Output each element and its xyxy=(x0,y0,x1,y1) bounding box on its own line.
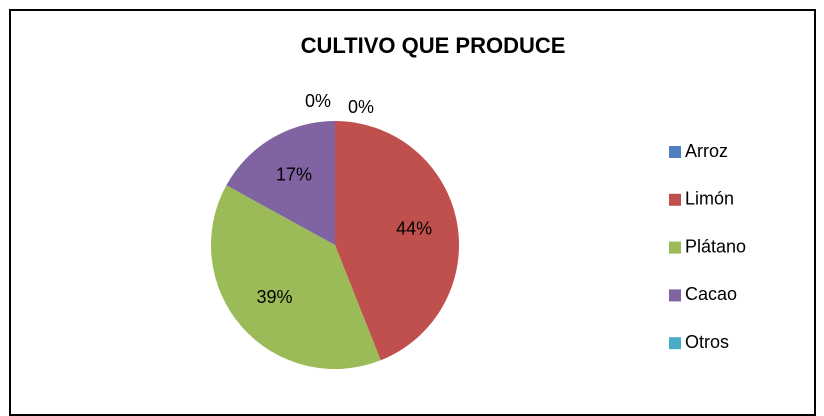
pie-slice xyxy=(335,121,459,361)
legend-swatch xyxy=(669,337,681,350)
legend-swatch xyxy=(669,146,681,158)
legend-label: Plátano xyxy=(685,236,746,256)
data-label: 39% xyxy=(257,287,293,307)
legend-label: Otros xyxy=(685,332,729,352)
legend-label: Limón xyxy=(685,189,734,209)
legend-label: Cacao xyxy=(685,284,737,304)
legend-label: Arroz xyxy=(685,141,728,161)
legend-swatch xyxy=(669,241,681,254)
legend-swatch xyxy=(669,193,681,206)
pie-slice xyxy=(226,121,335,245)
pie-slice xyxy=(211,185,381,369)
data-label: 0% xyxy=(348,97,374,117)
data-label: 17% xyxy=(276,164,312,184)
legend-swatch xyxy=(669,289,681,302)
data-label: 0% xyxy=(305,91,331,111)
chart-title: CULTIVO QUE PRODUCE xyxy=(301,33,566,58)
data-label: 44% xyxy=(396,219,432,239)
